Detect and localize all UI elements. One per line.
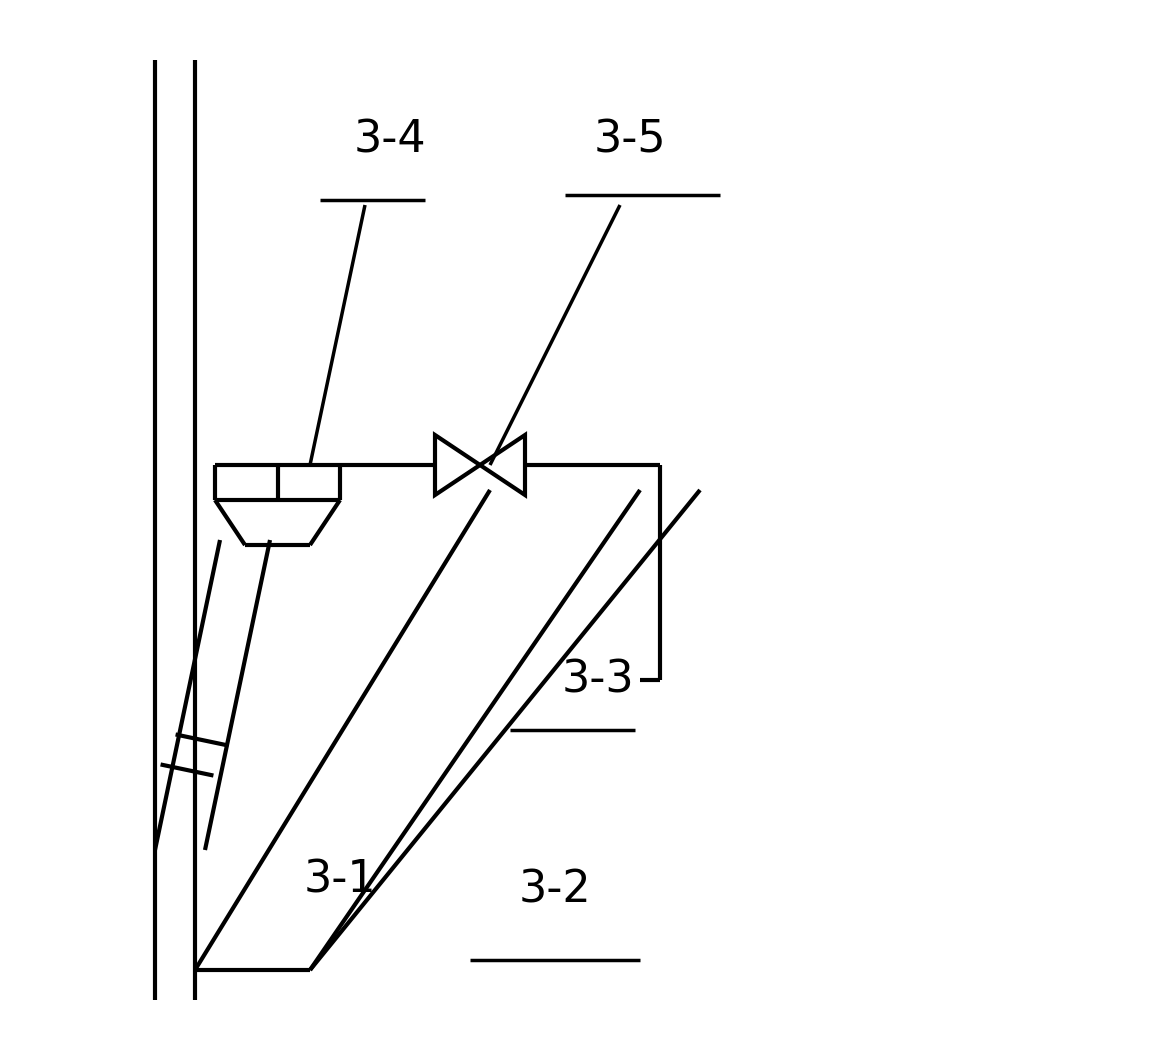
- Text: 3-2: 3-2: [518, 868, 591, 912]
- Text: 3-3: 3-3: [562, 658, 635, 702]
- Text: 3-5: 3-5: [593, 119, 666, 161]
- Text: 3-4: 3-4: [354, 119, 426, 161]
- Text: 3-1: 3-1: [304, 859, 377, 901]
